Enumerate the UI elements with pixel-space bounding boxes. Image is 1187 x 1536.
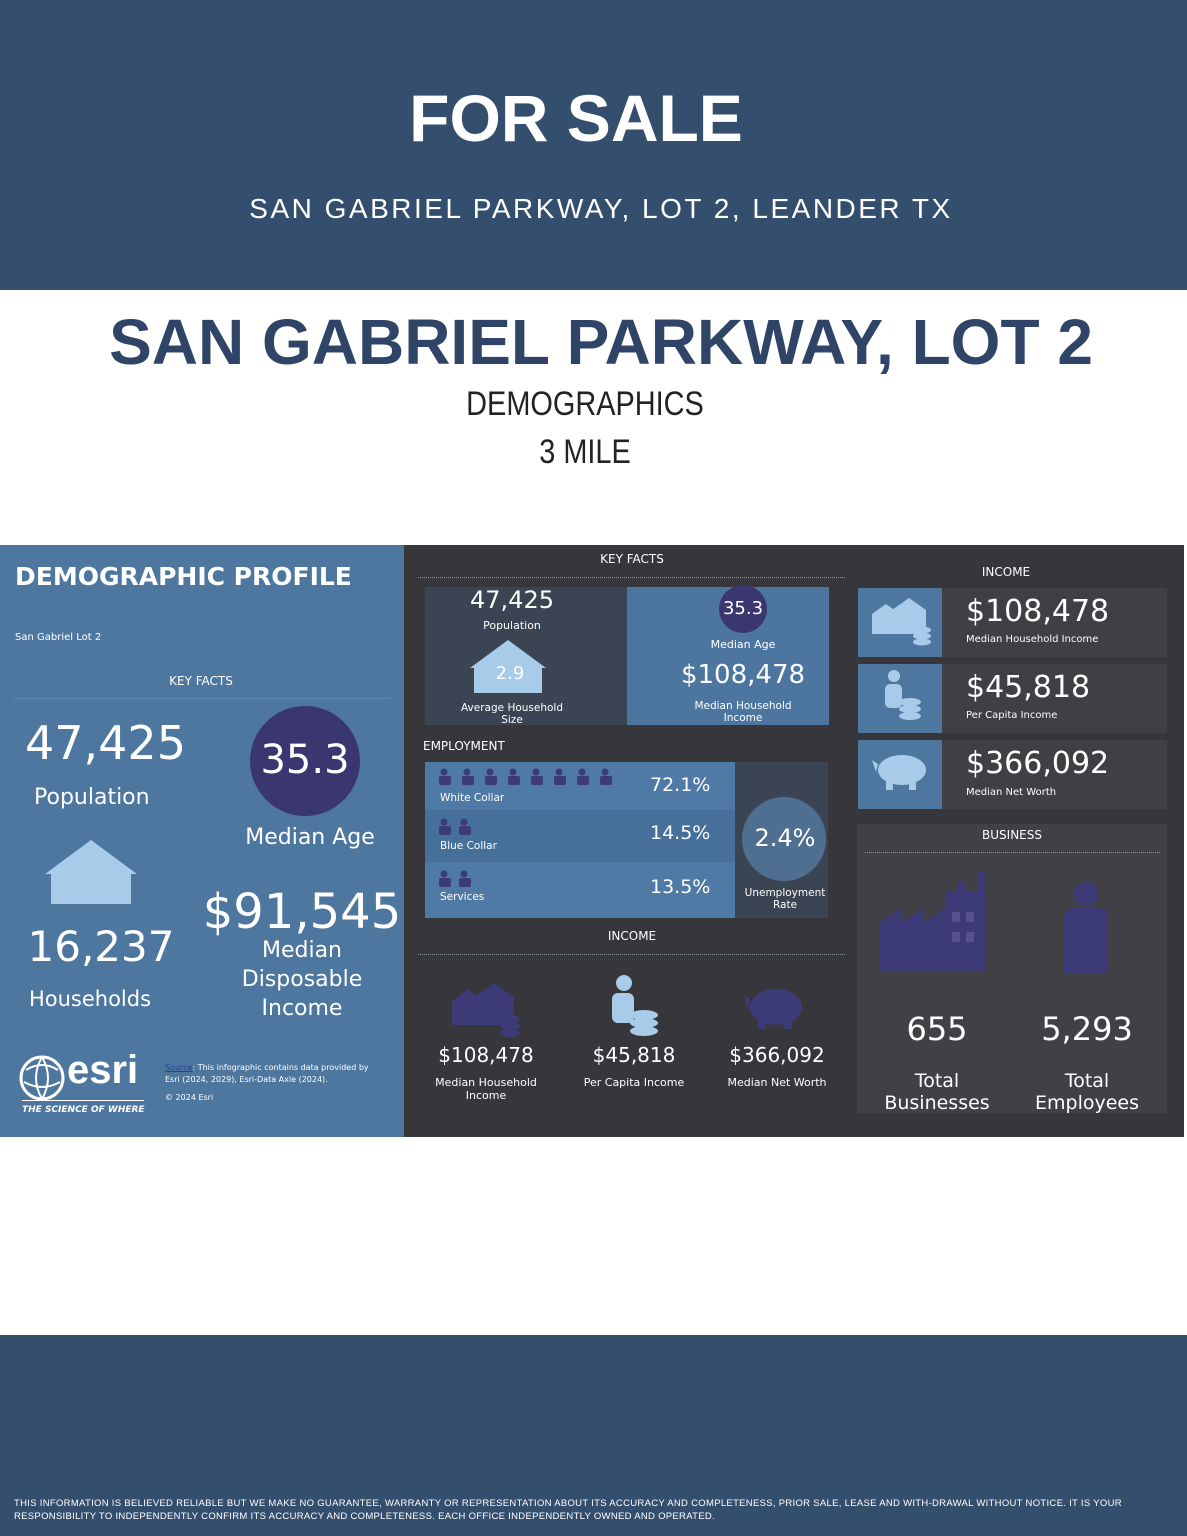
income-label: Per Capita Income	[583, 1076, 685, 1089]
income-label: Median Household Income	[966, 634, 1099, 645]
houses-icon	[452, 983, 520, 1037]
population-label: Population	[34, 785, 150, 810]
income-title: INCOME	[607, 929, 657, 943]
employment-value: 14.5%	[650, 822, 711, 844]
worker-icons	[439, 768, 612, 785]
worker-icons	[439, 818, 471, 835]
households-label: Households	[28, 987, 152, 1011]
employment-value: 72.1%	[650, 774, 711, 796]
households-value: 16,237	[27, 922, 175, 971]
header-title: FOR SALE	[409, 81, 743, 155]
person-coins-icon	[612, 975, 658, 1036]
esri-tagline: THE SCIENCE OF WHERE	[22, 1105, 145, 1115]
heading-radius: 3 MILE	[539, 433, 631, 471]
unemployment-label: Unemployment Rate	[744, 887, 826, 911]
kf-population-label: Population	[483, 619, 541, 632]
household-size-label: Average Household Size	[460, 702, 564, 726]
header-band	[0, 0, 1187, 290]
income-title: INCOME	[981, 565, 1031, 579]
unemployment-value: 2.4%	[754, 824, 816, 852]
houses-icon	[872, 598, 931, 646]
logo-rule	[22, 1100, 144, 1101]
kf-age-value: 35.3	[722, 598, 764, 619]
profile-title: DEMOGRAPHIC PROFILE	[15, 562, 352, 591]
heading-title: SAN GABRIEL PARKWAY, LOT 2	[109, 306, 1093, 378]
esri-globe	[19, 1055, 65, 1101]
factory-icon	[880, 872, 986, 972]
population-value: 47,425	[25, 716, 186, 770]
worker-icons	[439, 870, 471, 887]
income-label: Median Household Income	[435, 1076, 537, 1102]
income-label: Median Net Worth	[727, 1076, 827, 1089]
kf-age-label: Median Age	[710, 638, 776, 651]
person-coins-icon	[885, 670, 921, 720]
business-label: Total Businesses	[884, 1070, 990, 1114]
footer-band	[0, 1335, 1187, 1536]
employment-value: 13.5%	[650, 876, 711, 898]
kf-population-value: 47,425	[470, 586, 554, 614]
divider	[15, 698, 390, 699]
age-label: Median Age	[245, 825, 375, 850]
employee-icon	[1064, 882, 1108, 974]
source-text: : This infographic contains data provide…	[165, 1063, 369, 1084]
employment-label: White Collar	[440, 792, 505, 804]
divider	[418, 954, 845, 955]
income-value: $366,092	[966, 746, 1110, 781]
header-address: SAN GABRIEL PARKWAY, LOT 2, LEANDER TX	[249, 193, 953, 224]
divider	[865, 852, 1160, 853]
employment-label: Blue Collar	[440, 840, 497, 852]
age-value: 35.3	[260, 737, 350, 783]
house-icon	[470, 640, 546, 693]
disclaimer: THIS INFORMATION IS BELIEVED RELIABLE BU…	[14, 1498, 1122, 1522]
source-note: Source: This infographic contains data p…	[165, 1062, 385, 1086]
business-value: 5,293	[1041, 1010, 1133, 1048]
employment-label: Services	[440, 891, 485, 903]
income-label: Per Capita Income	[966, 710, 1058, 721]
household-size-value: 2.9	[495, 663, 525, 684]
divider	[418, 577, 845, 578]
income-value: $45,818	[966, 670, 1091, 705]
house-icon	[45, 840, 137, 904]
business-value: 655	[906, 1010, 968, 1048]
source-link[interactable]: Source	[165, 1063, 193, 1072]
business-title: BUSINESS	[982, 828, 1042, 842]
profile-location: San Gabriel Lot 2	[15, 632, 102, 643]
age-circle	[250, 706, 360, 816]
income-value: $45,818	[592, 1043, 676, 1067]
unemployment-circle	[742, 797, 826, 881]
key-facts-title: KEY FACTS	[600, 552, 664, 566]
piggy-icon	[872, 755, 926, 790]
esri-logo: esri	[67, 1048, 139, 1092]
heading-subtitle: DEMOGRAPHICS	[466, 385, 704, 423]
income-value: $108,478	[438, 1043, 534, 1067]
kf-income-value: $108,478	[680, 660, 806, 690]
copyright: © 2024 Esri	[165, 1093, 214, 1102]
business-label: Total Employees	[1035, 1070, 1139, 1114]
disposable-label: Median Disposable Income	[241, 938, 363, 1021]
kf-income-label: Median Household Income	[694, 700, 792, 724]
profile-section: KEY FACTS	[169, 674, 233, 688]
age-circle	[719, 585, 767, 633]
profile-panel	[0, 545, 404, 1137]
income-label: Median Net Worth	[966, 787, 1057, 798]
employment-row	[425, 810, 735, 862]
piggy-icon	[744, 989, 802, 1029]
employment-row	[425, 862, 735, 918]
income-value: $366,092	[729, 1043, 825, 1067]
employment-title: EMPLOYMENT	[423, 739, 505, 753]
income-value: $108,478	[966, 594, 1110, 629]
disposable-value: $91,545	[202, 884, 402, 940]
